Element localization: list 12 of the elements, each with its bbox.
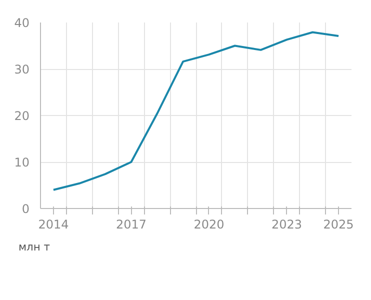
y-tick-label: 0 (22, 202, 30, 216)
line-series (52, 31, 340, 191)
y-tick-label: 40 (14, 16, 30, 30)
text: млн т (18, 240, 50, 254)
x-tick-label: 2014 (38, 218, 69, 232)
x-tick-label: 2025 (323, 218, 354, 232)
x-tick-label: 2020 (194, 218, 224, 232)
y-tick-label: 30 (14, 62, 30, 76)
x-tick-label: 2023 (271, 218, 302, 232)
y-tick-label: 10 (14, 156, 30, 170)
x-tick-label: 2017 (116, 218, 146, 232)
y-tick-label: 20 (14, 109, 30, 123)
